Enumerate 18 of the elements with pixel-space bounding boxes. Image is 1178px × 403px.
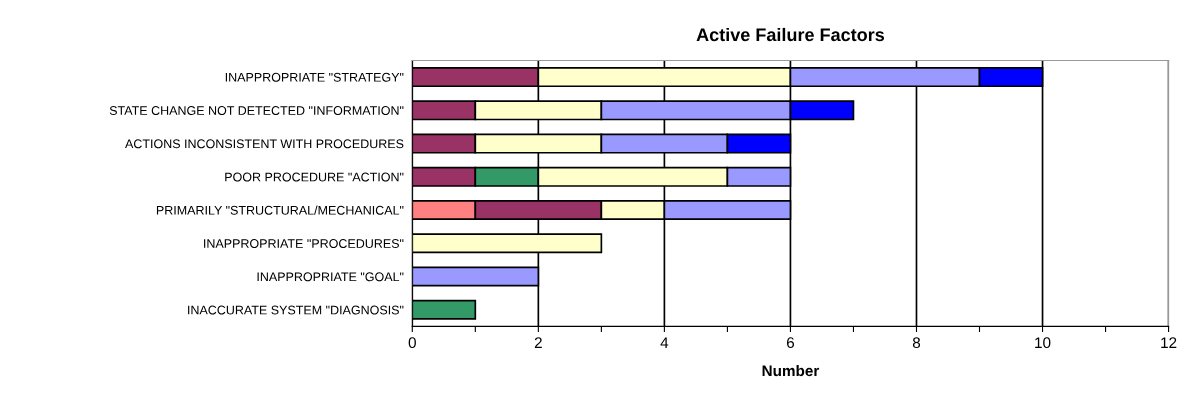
- x-tick-label: 12: [1161, 337, 1177, 348]
- y-tick-label: PRIMARILY "STRUCTURAL/MECHANICAL": [156, 205, 404, 215]
- x-tick-label: 6: [786, 337, 795, 349]
- x-tick-label: 2: [534, 337, 542, 348]
- y-tick-label: INAPPROPRIATE "GOAL": [257, 272, 404, 282]
- x-tick-label: 4: [660, 337, 669, 348]
- y-tick-label: ACTIONS INCONSISTENT WITH PROCEDURES: [125, 139, 404, 149]
- bar: [412, 299, 477, 320]
- y-tick-label: INAPPROPRIATE "PROCEDURES": [204, 239, 404, 248]
- x-tick-label: 10: [1035, 337, 1051, 349]
- chart-title: Active Failure Factors: [696, 27, 885, 42]
- x-axis-title: Number: [762, 364, 820, 377]
- y-tick-label: INACCURATE SYSTEM "DIAGNOSIS": [188, 305, 404, 315]
- y-tick-label: INAPPROPRIATE "STRATEGY": [225, 72, 404, 82]
- x-tick-label: 8: [912, 337, 921, 349]
- x-tick-label: 0: [408, 337, 416, 349]
- y-tick-label: POOR PROCEDURE "ACTION": [225, 172, 404, 182]
- y-tick-label: STATE CHANGE NOT DETECTED "INFORMATION": [109, 106, 404, 115]
